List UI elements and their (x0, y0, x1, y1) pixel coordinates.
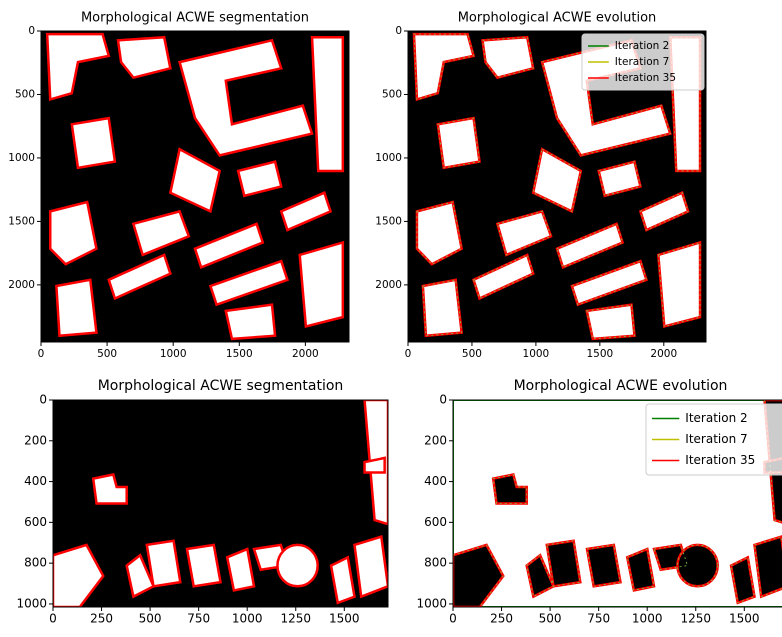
x-tick-label: 500 (462, 348, 482, 360)
x-tick-label: 250 (90, 612, 113, 626)
y-tick-label: 400 (424, 474, 447, 488)
y-tick-label: 600 (424, 515, 447, 529)
x-tick-label: 1000 (632, 612, 663, 626)
legend-label: Iteration 7 (615, 56, 670, 68)
x-tick-label: 1500 (329, 612, 360, 626)
y-tick-label: 200 (24, 433, 47, 447)
y-tick-label: 1000 (375, 152, 402, 164)
y-tick-label: 0 (395, 25, 402, 37)
y-tick-label: 0 (28, 25, 35, 37)
y-tick-label: 400 (24, 474, 47, 488)
chart-title: Morphological ACWE evolution (458, 11, 657, 26)
x-tick-label: 1000 (523, 348, 550, 360)
legend-label: Iteration 7 (685, 432, 747, 446)
x-tick-label: 500 (139, 612, 162, 626)
chart-title: Morphological ACWE segmentation (81, 11, 309, 26)
y-tick-label: 600 (24, 515, 47, 529)
x-tick-label: 750 (187, 612, 210, 626)
x-tick-label: 1000 (232, 612, 263, 626)
x-tick-label: 250 (490, 612, 513, 626)
x-tick-label: 1250 (680, 612, 711, 626)
y-tick-label: 800 (424, 556, 447, 570)
y-tick-label: 800 (24, 556, 47, 570)
x-tick-label: 1500 (729, 612, 760, 626)
chart-title: Morphological ACWE evolution (514, 378, 728, 394)
x-tick-label: 750 (587, 612, 610, 626)
y-tick-label: 1000 (8, 152, 35, 164)
x-tick-label: 1000 (160, 348, 187, 360)
y-tick-label: 2000 (8, 279, 35, 291)
y-tick-label: 200 (424, 433, 447, 447)
x-tick-label: 0 (405, 348, 412, 360)
x-tick-label: 0 (449, 612, 457, 626)
x-tick-label: 1500 (586, 348, 613, 360)
x-tick-label: 2000 (292, 348, 319, 360)
x-tick-label: 0 (38, 348, 45, 360)
image (53, 400, 388, 607)
chart-title: Morphological ACWE segmentation (98, 378, 344, 394)
legend-label: Iteration 2 (615, 40, 670, 52)
x-tick-label: 500 (539, 612, 562, 626)
y-tick-label: 1500 (8, 215, 35, 227)
y-tick-label: 0 (439, 393, 447, 407)
x-tick-label: 1500 (226, 348, 253, 360)
x-tick-label: 1250 (280, 612, 311, 626)
x-tick-label: 2000 (650, 348, 677, 360)
image (41, 31, 349, 342)
figure: Morphological ACWE segmentation 0 500 1000 1… (0, 0, 782, 633)
y-tick-label: 0 (39, 393, 47, 407)
y-tick-label: 2000 (375, 279, 402, 291)
y-tick-label: 500 (15, 88, 35, 100)
y-tick-label: 1000 (416, 596, 447, 610)
y-tick-label: 1500 (375, 215, 402, 227)
legend-label: Iteration 2 (685, 411, 747, 425)
x-tick-label: 0 (49, 612, 57, 626)
x-tick-label: 500 (97, 348, 117, 360)
legend-label: Iteration 35 (685, 453, 755, 467)
y-tick-label: 500 (382, 88, 402, 100)
y-tick-label: 1000 (16, 596, 47, 610)
legend-label: Iteration 35 (615, 72, 676, 84)
